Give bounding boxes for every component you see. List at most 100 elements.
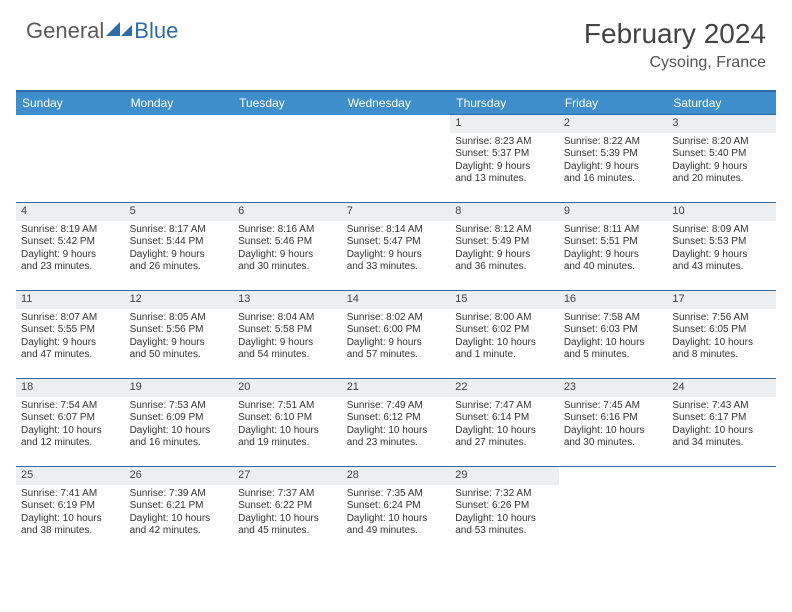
- day-line-sunrise: Sunrise: 7:51 AM: [238, 400, 337, 413]
- day-line-sunset: Sunset: 5:37 PM: [455, 148, 554, 161]
- day-line-sunset: Sunset: 6:16 PM: [564, 412, 663, 425]
- day-number: 21: [342, 379, 451, 397]
- day-line-day2: and 38 minutes.: [21, 525, 120, 538]
- weekday-header: Monday: [125, 91, 234, 115]
- calendar-head: SundayMondayTuesdayWednesdayThursdayFrid…: [16, 91, 776, 115]
- calendar-cell: 12Sunrise: 8:05 AMSunset: 5:56 PMDayligh…: [125, 291, 234, 379]
- day-line-sunrise: Sunrise: 8:23 AM: [455, 136, 554, 149]
- calendar-cell: 27Sunrise: 7:37 AMSunset: 6:22 PMDayligh…: [233, 467, 342, 555]
- day-line-sunset: Sunset: 5:49 PM: [455, 236, 554, 249]
- calendar-week: 11Sunrise: 8:07 AMSunset: 5:55 PMDayligh…: [16, 291, 776, 379]
- calendar-cell: 13Sunrise: 8:04 AMSunset: 5:58 PMDayligh…: [233, 291, 342, 379]
- day-line-sunrise: Sunrise: 8:04 AM: [238, 312, 337, 325]
- day-line-day1: Daylight: 9 hours: [672, 161, 771, 174]
- day-number: 15: [450, 291, 559, 309]
- day-line-day2: and 43 minutes.: [672, 261, 771, 274]
- day-line-day2: and 50 minutes.: [130, 349, 229, 362]
- weekday-header: Wednesday: [342, 91, 451, 115]
- calendar-cell: [125, 115, 234, 203]
- day-number: 27: [233, 467, 342, 485]
- day-line-day1: Daylight: 10 hours: [347, 425, 446, 438]
- day-number: 16: [559, 291, 668, 309]
- logo-text-blue: Blue: [134, 18, 178, 44]
- day-body: Sunrise: 7:53 AMSunset: 6:09 PMDaylight:…: [125, 397, 234, 454]
- day-line-day2: and 8 minutes.: [672, 349, 771, 362]
- calendar-table: SundayMondayTuesdayWednesdayThursdayFrid…: [16, 90, 776, 555]
- day-line-sunrise: Sunrise: 8:16 AM: [238, 224, 337, 237]
- day-body: Sunrise: 7:47 AMSunset: 6:14 PMDaylight:…: [450, 397, 559, 454]
- month-title: February 2024: [584, 18, 766, 50]
- day-line-day1: Daylight: 9 hours: [21, 337, 120, 350]
- day-body: Sunrise: 8:20 AMSunset: 5:40 PMDaylight:…: [667, 133, 776, 190]
- day-line-day1: Daylight: 10 hours: [21, 513, 120, 526]
- day-line-day2: and 16 minutes.: [130, 437, 229, 450]
- day-line-day1: Daylight: 9 hours: [455, 161, 554, 174]
- day-line-sunset: Sunset: 5:51 PM: [564, 236, 663, 249]
- day-line-day1: Daylight: 9 hours: [672, 249, 771, 262]
- day-line-day2: and 47 minutes.: [21, 349, 120, 362]
- day-line-day2: and 57 minutes.: [347, 349, 446, 362]
- day-line-day2: and 12 minutes.: [21, 437, 120, 450]
- day-number: 10: [667, 203, 776, 221]
- day-line-day1: Daylight: 9 hours: [130, 249, 229, 262]
- day-number: 19: [125, 379, 234, 397]
- day-number: 23: [559, 379, 668, 397]
- day-line-sunset: Sunset: 6:14 PM: [455, 412, 554, 425]
- day-line-day1: Daylight: 9 hours: [564, 161, 663, 174]
- day-body: Sunrise: 7:32 AMSunset: 6:26 PMDaylight:…: [450, 485, 559, 542]
- day-line-sunrise: Sunrise: 7:35 AM: [347, 488, 446, 501]
- day-body: Sunrise: 8:11 AMSunset: 5:51 PMDaylight:…: [559, 221, 668, 278]
- day-number: 12: [125, 291, 234, 309]
- day-line-day2: and 27 minutes.: [455, 437, 554, 450]
- day-line-day1: Daylight: 10 hours: [455, 337, 554, 350]
- day-line-sunrise: Sunrise: 8:19 AM: [21, 224, 120, 237]
- calendar-cell: 8Sunrise: 8:12 AMSunset: 5:49 PMDaylight…: [450, 203, 559, 291]
- day-line-sunrise: Sunrise: 8:07 AM: [21, 312, 120, 325]
- day-line-sunrise: Sunrise: 7:56 AM: [672, 312, 771, 325]
- day-body: Sunrise: 8:04 AMSunset: 5:58 PMDaylight:…: [233, 309, 342, 366]
- calendar-cell: 25Sunrise: 7:41 AMSunset: 6:19 PMDayligh…: [16, 467, 125, 555]
- day-line-day1: Daylight: 10 hours: [238, 513, 337, 526]
- calendar-cell: 16Sunrise: 7:58 AMSunset: 6:03 PMDayligh…: [559, 291, 668, 379]
- day-number: 11: [16, 291, 125, 309]
- day-line-day1: Daylight: 9 hours: [455, 249, 554, 262]
- day-line-day1: Daylight: 10 hours: [672, 337, 771, 350]
- calendar-cell: 29Sunrise: 7:32 AMSunset: 6:26 PMDayligh…: [450, 467, 559, 555]
- calendar-cell: 3Sunrise: 8:20 AMSunset: 5:40 PMDaylight…: [667, 115, 776, 203]
- logo-text-general: General: [26, 18, 104, 44]
- day-body: Sunrise: 7:58 AMSunset: 6:03 PMDaylight:…: [559, 309, 668, 366]
- day-line-sunrise: Sunrise: 7:58 AM: [564, 312, 663, 325]
- day-line-day2: and 30 minutes.: [238, 261, 337, 274]
- day-line-day1: Daylight: 9 hours: [238, 337, 337, 350]
- day-line-sunrise: Sunrise: 8:14 AM: [347, 224, 446, 237]
- calendar-cell: [342, 115, 451, 203]
- day-number: 5: [125, 203, 234, 221]
- day-line-sunset: Sunset: 5:55 PM: [21, 324, 120, 337]
- day-line-sunset: Sunset: 6:17 PM: [672, 412, 771, 425]
- day-body: Sunrise: 8:19 AMSunset: 5:42 PMDaylight:…: [16, 221, 125, 278]
- calendar-cell: 9Sunrise: 8:11 AMSunset: 5:51 PMDaylight…: [559, 203, 668, 291]
- day-line-sunrise: Sunrise: 8:05 AM: [130, 312, 229, 325]
- day-body: Sunrise: 7:37 AMSunset: 6:22 PMDaylight:…: [233, 485, 342, 542]
- day-number: 14: [342, 291, 451, 309]
- calendar-week: 4Sunrise: 8:19 AMSunset: 5:42 PMDaylight…: [16, 203, 776, 291]
- day-body: Sunrise: 8:17 AMSunset: 5:44 PMDaylight:…: [125, 221, 234, 278]
- day-body: Sunrise: 7:39 AMSunset: 6:21 PMDaylight:…: [125, 485, 234, 542]
- calendar-cell: 22Sunrise: 7:47 AMSunset: 6:14 PMDayligh…: [450, 379, 559, 467]
- day-line-sunrise: Sunrise: 7:32 AM: [455, 488, 554, 501]
- calendar-cell: 4Sunrise: 8:19 AMSunset: 5:42 PMDaylight…: [16, 203, 125, 291]
- day-line-sunset: Sunset: 6:10 PM: [238, 412, 337, 425]
- day-line-day1: Daylight: 10 hours: [130, 513, 229, 526]
- day-body: Sunrise: 8:05 AMSunset: 5:56 PMDaylight:…: [125, 309, 234, 366]
- day-body: Sunrise: 8:14 AMSunset: 5:47 PMDaylight:…: [342, 221, 451, 278]
- day-number: 3: [667, 115, 776, 133]
- day-body: Sunrise: 7:54 AMSunset: 6:07 PMDaylight:…: [16, 397, 125, 454]
- day-line-sunset: Sunset: 5:58 PM: [238, 324, 337, 337]
- calendar-cell: [559, 467, 668, 555]
- day-line-sunrise: Sunrise: 8:12 AM: [455, 224, 554, 237]
- day-line-day2: and 19 minutes.: [238, 437, 337, 450]
- day-number: 13: [233, 291, 342, 309]
- day-line-sunrise: Sunrise: 7:53 AM: [130, 400, 229, 413]
- calendar-body: 1Sunrise: 8:23 AMSunset: 5:37 PMDaylight…: [16, 115, 776, 555]
- day-number: 22: [450, 379, 559, 397]
